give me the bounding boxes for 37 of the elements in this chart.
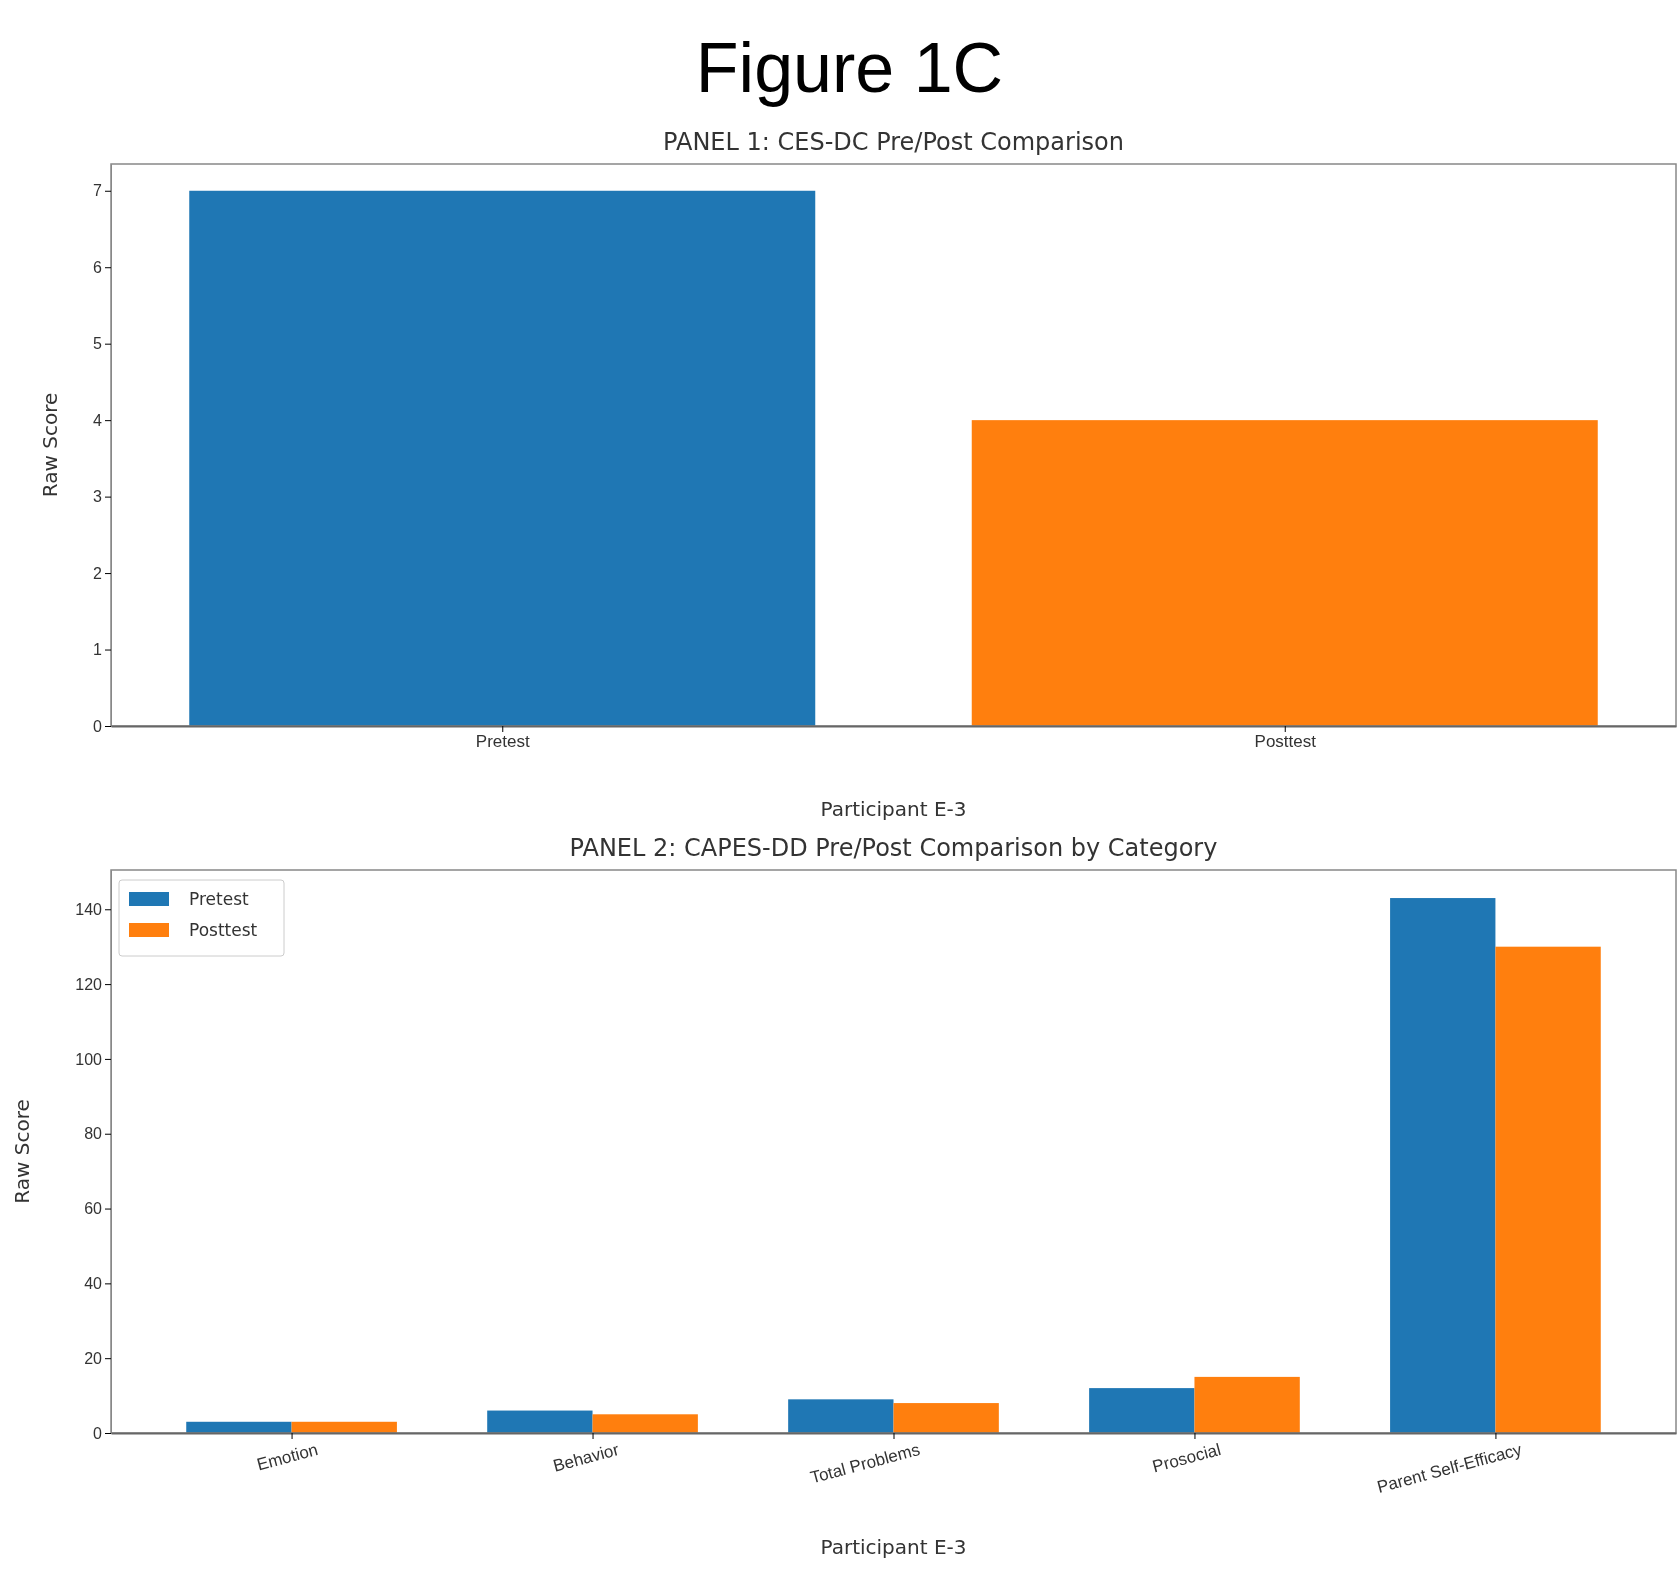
y-tick-label: 20 — [84, 1349, 103, 1367]
y-tick-label: 100 — [75, 1050, 103, 1068]
x-tick-label: Behavior — [551, 1439, 622, 1476]
bar — [592, 1414, 698, 1433]
y-tick-label: 80 — [84, 1125, 103, 1143]
y-tick-label: 140 — [75, 900, 103, 918]
bar — [788, 1399, 894, 1433]
y-tick-label: 2 — [93, 564, 103, 582]
chart-title: PANEL 2: CAPES-DD Pre/Post Comparison by Category — [569, 834, 1218, 862]
x-axis-title: Participant E-3 — [820, 797, 967, 821]
y-tick-label: 120 — [75, 975, 103, 993]
y-tick-label: 6 — [93, 258, 103, 276]
x-tick-label: Total Problems — [808, 1439, 922, 1488]
bar — [1089, 1388, 1195, 1433]
bar — [1194, 1376, 1300, 1433]
bar — [186, 1421, 292, 1433]
y-axis-title: Raw Score — [38, 392, 62, 498]
x-axis-title: Participant E-3 — [820, 1535, 967, 1559]
y-tick-label: 60 — [84, 1200, 103, 1218]
y-tick-label: 40 — [84, 1274, 103, 1292]
bar — [1495, 946, 1601, 1433]
y-axis-title: Raw Score — [10, 1099, 34, 1204]
legend-label: Pretest — [189, 889, 250, 909]
y-tick-label: 5 — [93, 335, 103, 353]
caption: Figure 1C — [695, 29, 1004, 107]
bar — [1390, 898, 1496, 1433]
x-tick-label: Emotion — [254, 1439, 320, 1475]
legend-label: Posttest — [189, 920, 258, 940]
chart-title: PANEL 1: CES-DC Pre/Post Comparison — [663, 128, 1124, 156]
y-tick-label: 0 — [93, 717, 103, 735]
bar — [487, 1410, 593, 1433]
y-tick-label: 3 — [93, 488, 103, 506]
y-tick-label: 7 — [93, 182, 103, 200]
bar — [893, 1403, 999, 1433]
y-tick-label: 1 — [93, 641, 103, 659]
y-tick-label: 0 — [93, 1424, 103, 1442]
y-tick-label: 4 — [93, 411, 103, 429]
